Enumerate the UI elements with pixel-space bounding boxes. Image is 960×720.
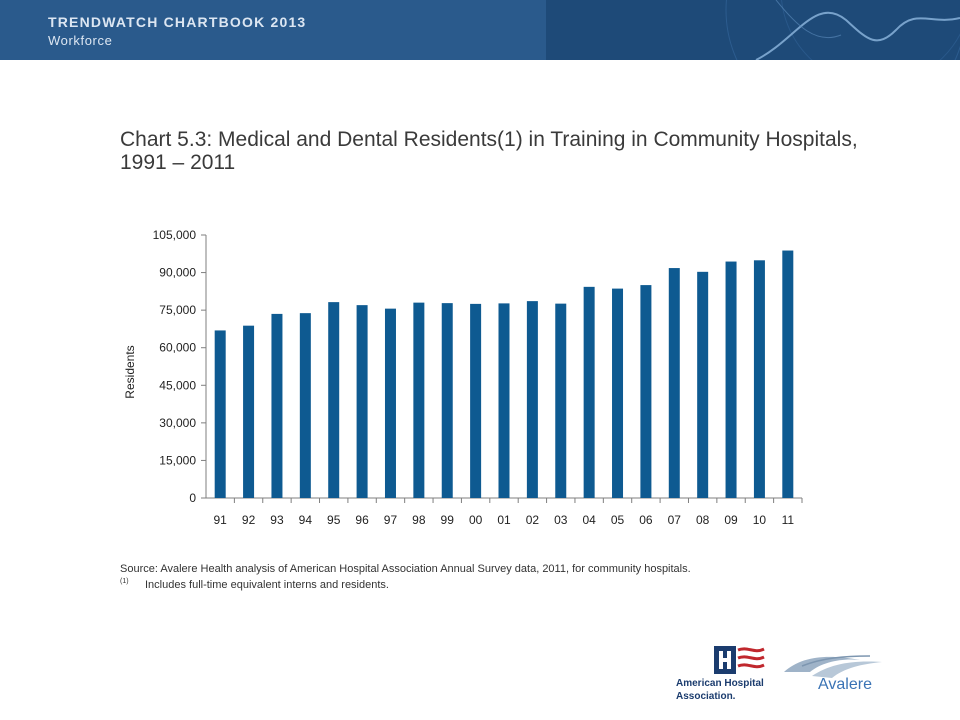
- x-tick-label: 06: [639, 513, 653, 527]
- bar-04: [583, 286, 595, 498]
- avalere-swoosh-icon: [784, 655, 882, 678]
- y-tick-label: 90,000: [159, 266, 196, 280]
- x-tick-label: 93: [270, 513, 284, 527]
- x-tick-label: 91: [214, 513, 228, 527]
- bar-02: [526, 301, 538, 498]
- aha-logo: American Hospital Association.: [676, 644, 776, 706]
- x-tick-label: 09: [724, 513, 738, 527]
- y-tick-label: 105,000: [153, 228, 197, 242]
- x-tick-label: 07: [668, 513, 682, 527]
- y-tick-label: 75,000: [159, 303, 196, 317]
- x-tick-label: 96: [355, 513, 369, 527]
- y-tick-label: 30,000: [159, 416, 196, 430]
- bar-00: [470, 303, 482, 498]
- bar-95: [328, 302, 340, 498]
- x-tick-label: 05: [611, 513, 625, 527]
- header-banner: TRENDWATCH CHARTBOOK 2013 Workforce: [0, 0, 960, 60]
- bar-01: [498, 303, 510, 498]
- bar-03: [555, 303, 567, 498]
- x-tick-label: 95: [327, 513, 341, 527]
- x-tick-label: 99: [441, 513, 455, 527]
- x-tick-label: 97: [384, 513, 398, 527]
- bar-08: [697, 271, 709, 498]
- x-tick-label: 92: [242, 513, 256, 527]
- footnote-text: Includes full-time equivalent interns an…: [145, 579, 389, 591]
- header-decoration: [546, 0, 960, 60]
- bar-94: [299, 313, 311, 498]
- x-tick-label: 08: [696, 513, 710, 527]
- x-tick-label: 01: [497, 513, 511, 527]
- x-tick-label: 98: [412, 513, 426, 527]
- chartbook-title: TRENDWATCH CHARTBOOK 2013: [48, 14, 307, 30]
- x-tick-label: 03: [554, 513, 568, 527]
- bar-06: [640, 285, 652, 498]
- bar-97: [384, 308, 396, 498]
- x-tick-label: 10: [753, 513, 767, 527]
- y-tick-label: 60,000: [159, 341, 196, 355]
- bar-05: [612, 288, 624, 498]
- y-tick-label: 45,000: [159, 378, 196, 392]
- y-tick-label: 15,000: [159, 453, 196, 467]
- bar-99: [441, 303, 453, 498]
- y-axis: 0 15,000 30,000 45,000 60,000 75,000 90,000 105…: [153, 228, 207, 505]
- chart-title: Chart 5.3: Medical and Dental Residents(…: [120, 128, 858, 174]
- avalere-logo: Avalere: [782, 652, 892, 700]
- aha-logo-line-2: Association.: [676, 691, 736, 702]
- bar-11: [782, 250, 794, 498]
- bar-91: [214, 330, 226, 498]
- footnote-marker: (1): [120, 578, 129, 585]
- aha-emblem-icon: [714, 646, 765, 674]
- x-axis: 91 92 93 94 95 96 97 98 99 00 01 02 03 04 05 06 07 08 09 10…: [206, 497, 803, 527]
- y-tick-label: 0: [189, 491, 196, 505]
- bar-series: [214, 250, 794, 498]
- x-tick-label: 04: [582, 513, 596, 527]
- section-title: Workforce: [48, 33, 113, 48]
- x-tick-label: 11: [782, 513, 795, 527]
- x-tick-label: 02: [526, 513, 540, 527]
- avalere-wordmark: Avalere: [818, 676, 872, 693]
- bar-09: [725, 261, 737, 498]
- bar-92: [243, 325, 255, 498]
- bar-10: [753, 260, 765, 498]
- y-axis-label: Residents: [123, 345, 137, 398]
- aha-logo-line-1: American Hospital: [676, 678, 764, 689]
- header-title-block: TRENDWATCH CHARTBOOK 2013 Workforce: [0, 0, 546, 60]
- bar-96: [356, 305, 368, 498]
- x-tick-label: 94: [299, 513, 313, 527]
- bar-93: [271, 313, 283, 498]
- bar-07: [668, 268, 680, 498]
- x-tick-label: 00: [469, 513, 483, 527]
- bar-98: [413, 302, 425, 498]
- source-note: Source: Avalere Health analysis of Ameri…: [120, 563, 691, 575]
